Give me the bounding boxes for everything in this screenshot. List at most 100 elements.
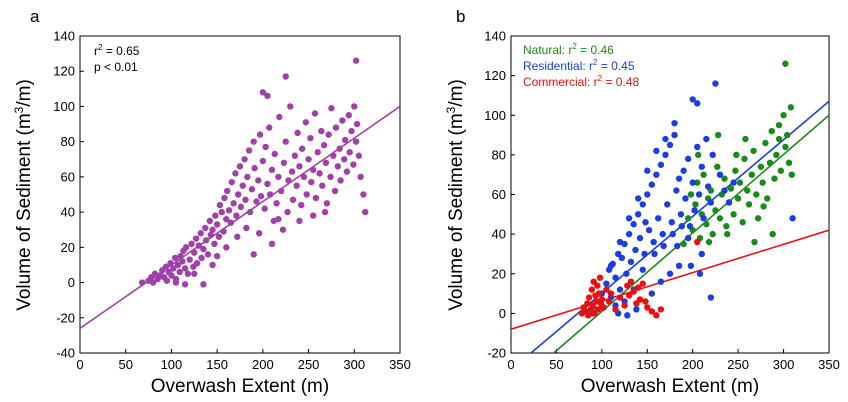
panel-b-point (651, 250, 658, 258)
panel-b-point (698, 250, 705, 258)
panel-a-point (218, 208, 225, 216)
panel-a-x-tick-label: 100 (161, 357, 183, 372)
panel-a-x-tick-label: 200 (252, 357, 274, 372)
panel-a-x-tick-label: 0 (76, 357, 83, 372)
panel-b-point (694, 143, 701, 151)
panel-a-point (172, 279, 180, 286)
panel-b-x-tick-label: 350 (818, 357, 840, 372)
panel-a-y-tick-label: -40 (56, 346, 75, 361)
panel-a-point (296, 163, 303, 170)
panel-b-point (709, 230, 716, 238)
panel-b-point (771, 175, 778, 182)
panel-a-y-tick-label: -20 (56, 310, 75, 325)
panel-a-point (331, 187, 339, 195)
panel-a-point (256, 131, 264, 138)
panel-a-point (171, 254, 179, 262)
panel-b-point (745, 201, 753, 208)
panel-a-point (228, 178, 235, 186)
panel-a-plot-area: 0 50 100 150 200 250 300 350 -40 -20 0 20 40 60 80 100 1… (53, 29, 411, 373)
panel-b-point (644, 304, 651, 311)
panel-b-point (739, 219, 746, 226)
panel-b-point (723, 223, 730, 230)
panel-a-point (312, 194, 320, 202)
panel-a-point (311, 110, 319, 117)
panel-a-point (227, 219, 235, 226)
panel-b-point (669, 230, 676, 238)
panel-a-point (181, 265, 189, 272)
panel-b-point (600, 304, 607, 311)
panel-b-point (635, 284, 642, 291)
panel-a-point (289, 196, 297, 203)
panel-b-point (698, 163, 705, 170)
panel-b-point (684, 234, 692, 242)
panel-a-y-tick-label: 140 (53, 29, 75, 44)
panel-a-point (298, 201, 305, 209)
panel-a-point (259, 157, 267, 165)
panel-b-y-axis-label: Volume of Sediment (m3/m) (444, 79, 467, 311)
panel-b-point (780, 112, 787, 119)
panel-b-point (612, 306, 619, 313)
panel-b-y-tick-label: 40 (492, 227, 506, 242)
panel-b-point (751, 238, 758, 246)
panel-b-point (730, 211, 737, 218)
panel-a-point (241, 156, 248, 163)
panel-b-point (785, 159, 793, 166)
panel-a-point (209, 226, 216, 233)
panel-a-point (223, 244, 230, 251)
panel-a-point (167, 259, 174, 267)
panel-b-point (648, 308, 656, 315)
panel-a-point (309, 212, 317, 219)
panel-b-point (636, 234, 644, 242)
panel-b-point (677, 211, 685, 218)
panel-a-point (198, 254, 205, 262)
panel-a-y-axis-label-text: Volume of Sediment (m3/m) (12, 79, 35, 311)
panel-b-x-tick-label: 200 (682, 357, 704, 372)
panel-a-point (177, 252, 184, 260)
panel-b-point (616, 238, 624, 246)
panel-b-point (754, 215, 762, 222)
panel-a-point (251, 164, 258, 172)
panel-a-point (273, 200, 280, 207)
panel-b-point (660, 242, 667, 250)
panel-b-point (639, 280, 646, 287)
panel-b-point (762, 139, 769, 147)
panel-a-point (149, 279, 157, 286)
panel-b-point (687, 262, 695, 270)
panel-b-point (662, 151, 669, 159)
panel-a-point (332, 124, 340, 131)
panel-a-point (200, 245, 207, 253)
panel-b-x-tick-label: 100 (591, 357, 613, 372)
panel-b-point (612, 274, 619, 281)
panel-a: a 0 50 100 150 200 250 300 350 -40 -20 0 20 40 60 80 10… (12, 7, 411, 397)
panel-b-point (684, 215, 692, 222)
panel-b-point (709, 151, 716, 159)
panel-a-point (224, 187, 231, 195)
panel-b-point (703, 135, 710, 143)
panel-a-point (234, 191, 242, 198)
panel-b-point (775, 135, 783, 143)
panel-b-legend-entry: Commercial: r2 = 0.48 (523, 74, 639, 89)
panel-b-point (630, 288, 637, 295)
panel-b-ticks: 0 50 100 150 200 250 300 350-200204060801001201… (484, 29, 840, 373)
panel-a-point (322, 159, 330, 166)
panel-a-point (276, 113, 283, 121)
panel-b-point (616, 286, 624, 293)
panel-a-point (305, 156, 312, 163)
panel-a-point (163, 277, 171, 284)
panel-b-point (773, 151, 780, 159)
panel-a-point (230, 200, 237, 207)
panel-a-y-tick-label: 20 (61, 240, 75, 255)
panel-a-point (246, 208, 254, 216)
panel-a-point (256, 230, 263, 237)
panel-a-point (337, 177, 344, 184)
panel-a-points (138, 57, 369, 288)
panel-b-point (716, 171, 724, 178)
panel-b-point (642, 298, 649, 305)
panel-b-point (760, 203, 767, 210)
panel-a-point (308, 178, 315, 186)
panel-b-point (734, 195, 742, 202)
panel-b-point (618, 254, 626, 262)
panel-a-point (264, 92, 271, 100)
panel-b-point (682, 195, 689, 202)
panel-a-point (334, 163, 342, 170)
